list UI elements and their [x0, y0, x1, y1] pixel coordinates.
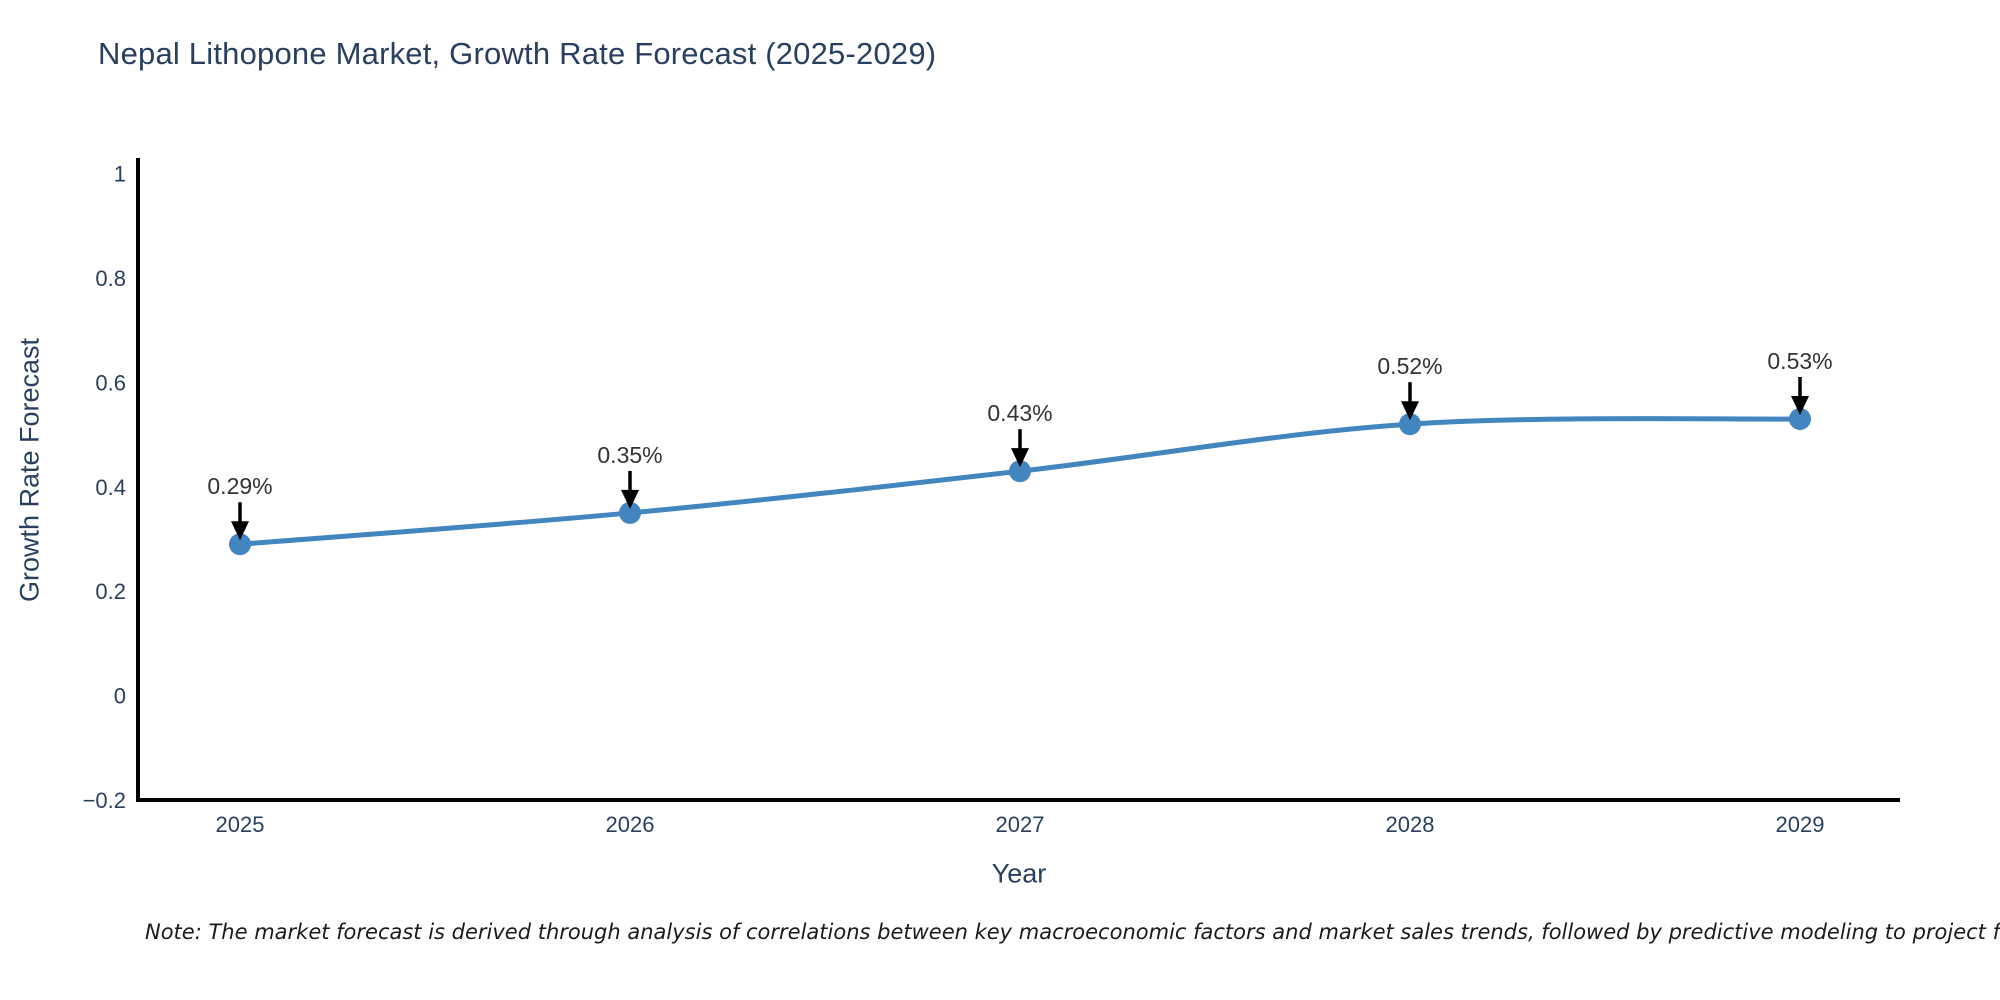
x-axis-title: Year [991, 858, 1047, 889]
data-point [1009, 460, 1031, 483]
chart-title: Nepal Lithopone Market, Growth Rate Fore… [98, 36, 937, 71]
annotation-label: 0.53% [1767, 348, 1832, 374]
x-tick-label: 2025 [216, 812, 265, 837]
annotation-label: 0.35% [597, 442, 662, 468]
annotation-arrow-head [1011, 448, 1029, 468]
y-tick-label: 0.8 [95, 266, 126, 291]
data-point [1399, 413, 1421, 436]
y-tick-label: 1 [114, 162, 126, 187]
annotation-arrow-head [621, 489, 639, 509]
data-point [1789, 407, 1811, 430]
data-point [229, 533, 251, 556]
x-tick-label: 2029 [1776, 812, 1825, 837]
y-tick-label: 0.4 [95, 475, 126, 500]
annotation-arrow-head [1791, 395, 1809, 415]
annotation-arrow-head [1401, 401, 1419, 421]
y-tick-label: 0.6 [95, 370, 126, 395]
data-point [619, 501, 641, 524]
annotation-label: 0.52% [1377, 353, 1442, 379]
x-tick-label: 2027 [996, 812, 1045, 837]
x-tick-label: 2026 [606, 812, 655, 837]
annotation-label: 0.29% [207, 473, 272, 499]
annotation-arrow-head [231, 521, 249, 541]
footnote: Note: The market forecast is derived thr… [145, 920, 2000, 944]
y-tick-label: −0.2 [83, 788, 126, 813]
y-tick-label: 0.2 [95, 579, 126, 604]
x-tick-label: 2028 [1386, 812, 1435, 837]
annotation-label: 0.43% [987, 400, 1052, 426]
y-tick-label: 0 [114, 684, 126, 709]
